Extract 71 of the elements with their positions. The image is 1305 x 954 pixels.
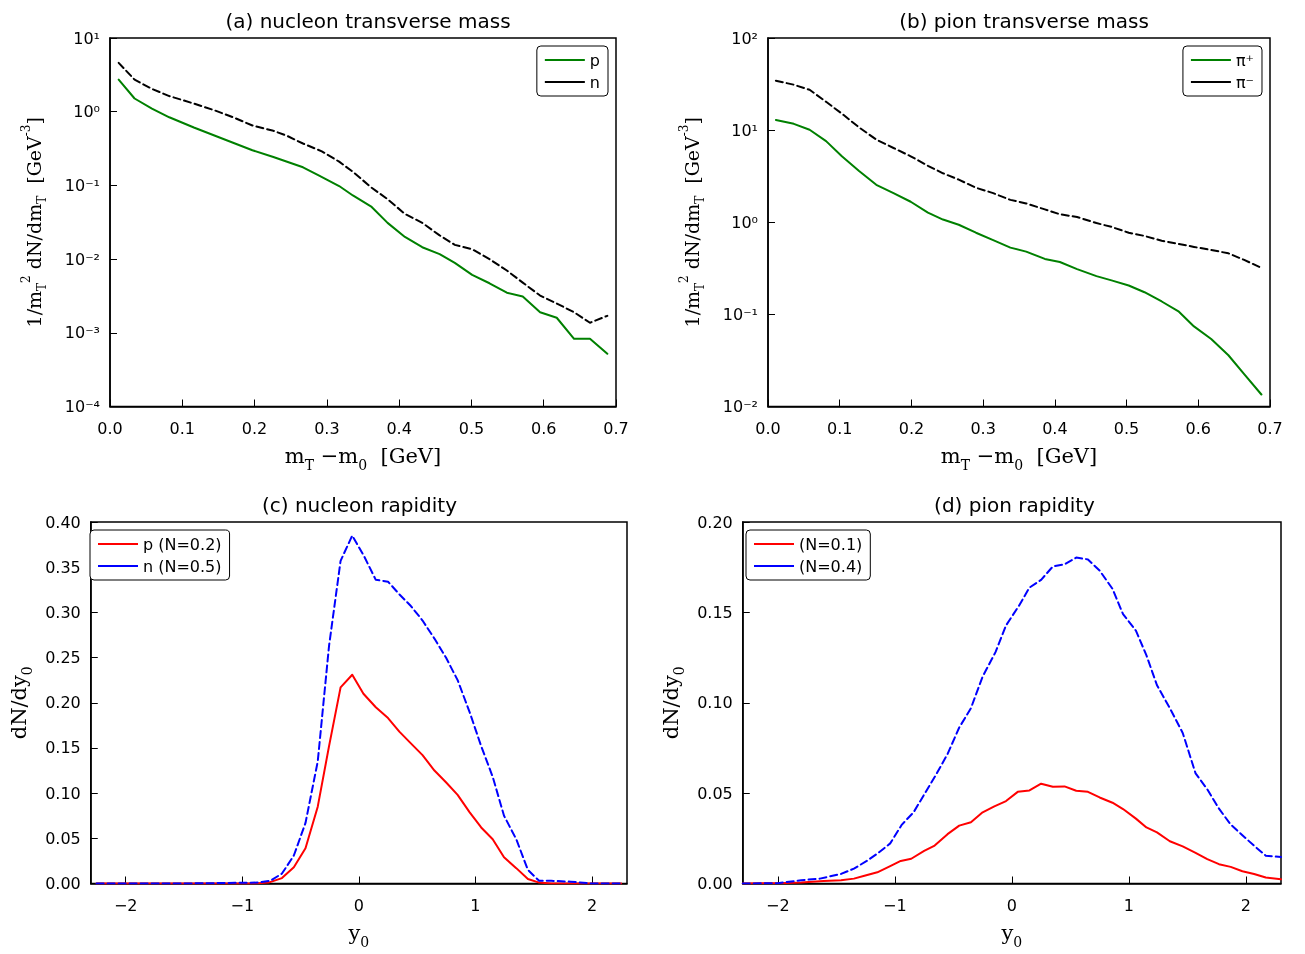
y-tick-label: 0.40 (45, 512, 81, 532)
y-tick-label: 0.10 (697, 693, 733, 713)
x-tick-label: 0.7 (603, 419, 629, 438)
x-tick-label: 0.5 (1113, 419, 1140, 438)
legend-label: π⁻ (1235, 72, 1254, 92)
x-tick-label: 0.5 (458, 419, 485, 438)
y-tick-label: 10¹ (731, 120, 758, 140)
x-tick-label: 1 (470, 896, 481, 915)
y-tick-label: 10⁻¹ (64, 175, 100, 195)
y-tick-label: 10⁰ (73, 102, 100, 122)
x-tick-label: 0.3 (314, 419, 340, 438)
x-tick-label: 0.0 (97, 419, 123, 438)
x-tick-label: 0.6 (530, 419, 557, 438)
x-tick-label: 0.1 (169, 419, 196, 438)
y-tick-label: 0.20 (45, 693, 81, 713)
x-tick-label: 2 (1240, 896, 1251, 915)
chart-title: (b) pion transverse mass (899, 9, 1149, 33)
x-tick-label: 0.0 (755, 419, 781, 438)
x-tick-label: 2 (586, 896, 598, 915)
y-tick-label: 0.25 (45, 648, 81, 668)
y-tick-label: 0.15 (45, 738, 81, 758)
legend-label: (N=0.1) (799, 534, 863, 554)
x-tick-label: 0.3 (970, 419, 996, 438)
y-tick-label: 0.00 (697, 874, 733, 893)
chart-title: (d) pion rapidity (934, 493, 1096, 517)
x-tick-label: −2 (113, 896, 138, 915)
x-tick-label: 0.2 (898, 419, 925, 438)
y-tick-label: 0.05 (45, 828, 81, 848)
chart-title: (a) nucleon transverse mass (225, 9, 511, 33)
y-tick-label: 0.15 (697, 602, 733, 622)
x-tick-label: −2 (766, 896, 790, 915)
chart-title: (c) nucleon rapidity (261, 493, 458, 517)
legend-label: p (589, 50, 600, 70)
y-tick-label: 10⁻² (64, 249, 100, 269)
x-tick-label: −1 (883, 896, 907, 915)
x-tick-label: 0 (353, 896, 364, 915)
legend-label: n (N=0.5) (143, 556, 222, 576)
x-tick-label: 0.4 (1042, 419, 1068, 438)
y-tick-label: 10² (731, 28, 758, 48)
line-series (95, 534, 623, 885)
legend-label: p (N=0.2) (143, 534, 222, 554)
y-tick-label: 10⁰ (731, 212, 758, 232)
x-tick-label: 0 (1006, 896, 1017, 915)
y-tick-label: 0.35 (45, 557, 81, 577)
y-tick-label: 0.30 (45, 602, 81, 622)
x-tick-label: 1 (1123, 896, 1134, 915)
line-series (117, 78, 609, 355)
x-tick-label: 0.1 (826, 419, 853, 438)
y-tick-label: 10⁻¹ (722, 304, 758, 324)
legend-label: (N=0.4) (799, 556, 863, 576)
legend-label: n (589, 72, 600, 92)
y-axis-title: dN/dy0 (658, 666, 688, 740)
y-tick-label: 10¹ (73, 28, 100, 48)
legend-label: π⁺ (1235, 50, 1254, 70)
y-tick-label: 10⁻² (722, 397, 758, 416)
y-tick-label: 10⁻³ (64, 323, 100, 343)
line-series (774, 79, 1263, 269)
y-axis-title: 1/mT2 dN/dmT [GeV-3] (18, 117, 49, 328)
y-tick-label: 0.05 (697, 783, 733, 803)
x-tick-label: 0.7 (1257, 419, 1283, 438)
y-tick-label: 10⁻⁴ (64, 397, 100, 416)
y-tick-label: 0.10 (45, 783, 81, 803)
x-tick-label: 0.2 (241, 419, 268, 438)
line-series (774, 118, 1263, 396)
y-axis-title: dN/dy0 (6, 666, 36, 740)
y-tick-label: 0.20 (697, 512, 733, 532)
y-tick-label: 0.00 (45, 874, 81, 893)
y-axis-title: 1/mT2 dN/dmT [GeV-3] (676, 117, 707, 328)
x-tick-label: 0.4 (386, 419, 412, 438)
x-tick-label: −1 (230, 896, 255, 915)
x-tick-label: 0.6 (1185, 419, 1212, 438)
